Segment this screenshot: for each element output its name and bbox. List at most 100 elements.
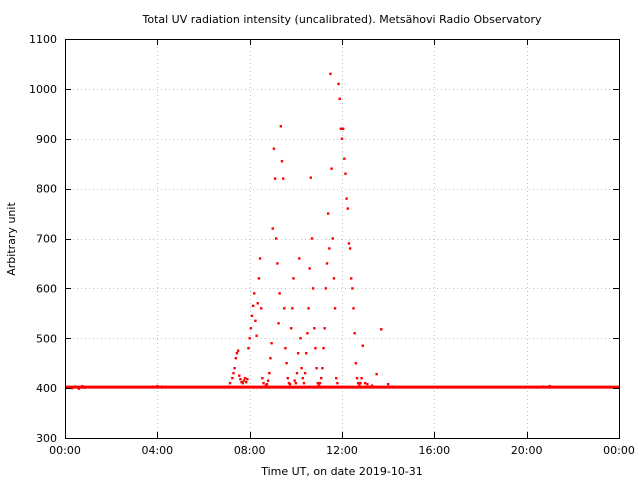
data-point <box>360 376 363 380</box>
data-point <box>232 371 235 375</box>
data-point <box>346 207 349 210</box>
data-point <box>151 385 154 388</box>
data-point <box>347 242 351 245</box>
data-point <box>296 352 300 355</box>
data-point <box>242 379 246 382</box>
data-point <box>266 379 270 382</box>
data-point <box>308 267 311 270</box>
data-point <box>249 327 253 330</box>
data-point <box>336 381 339 385</box>
data-point <box>313 327 316 330</box>
data-point <box>370 384 374 387</box>
y-tick-label: 500 <box>36 332 57 345</box>
data-point <box>275 237 278 240</box>
x-tick-label: 12:00 <box>326 444 358 457</box>
data-point <box>254 319 257 322</box>
data-point <box>352 307 355 310</box>
x-tick-label: 00:00 <box>603 444 635 457</box>
y-tick-label: 1000 <box>29 83 57 96</box>
data-point <box>280 159 284 163</box>
y-tick-labels: 300 400 500 600 700 800 900 1000 1100 <box>29 33 57 445</box>
y-tick-label: 600 <box>36 282 57 295</box>
data-point <box>329 72 332 76</box>
data-point <box>307 307 310 310</box>
data-point <box>324 287 328 290</box>
data-point <box>375 372 378 376</box>
data-point <box>303 371 307 375</box>
data-point <box>245 380 248 384</box>
data-point <box>277 322 280 325</box>
data-point <box>391 385 394 388</box>
data-point <box>293 379 296 382</box>
data-point <box>239 377 242 381</box>
data-point <box>295 371 299 375</box>
x-axis-label: Time UT, on date 2019-10-31 <box>260 465 423 478</box>
data-point <box>326 212 330 215</box>
data-point <box>260 307 263 310</box>
data-point <box>380 328 383 331</box>
data-point <box>339 127 343 130</box>
data-point <box>226 385 229 388</box>
y-tick-label: 700 <box>36 233 57 246</box>
data-point <box>340 137 344 140</box>
data-point <box>344 172 347 175</box>
data-point <box>270 342 273 345</box>
data-point <box>318 381 322 385</box>
data-point <box>322 347 325 350</box>
data-point <box>279 125 283 128</box>
data-point <box>353 332 356 335</box>
data-point <box>288 382 292 386</box>
data-point <box>309 176 313 179</box>
data-point <box>160 385 164 388</box>
data-point <box>354 361 358 365</box>
data-point <box>70 386 74 390</box>
data-point <box>283 307 286 310</box>
y-axis-label: Arbitrary unit <box>5 202 18 276</box>
data-point <box>348 247 352 250</box>
data-point <box>291 307 294 310</box>
data-point <box>548 384 551 388</box>
data-point <box>333 307 337 310</box>
data-point <box>338 97 341 101</box>
data-point <box>276 262 279 265</box>
data-point <box>272 147 276 150</box>
data-point <box>305 352 308 355</box>
data-points <box>70 72 551 390</box>
data-point <box>335 376 338 380</box>
data-point <box>337 82 340 86</box>
x-tick-label: 08:00 <box>234 444 266 457</box>
data-point <box>156 384 159 388</box>
data-point <box>262 381 265 385</box>
data-point <box>264 384 268 387</box>
data-point <box>74 385 77 388</box>
data-point <box>366 382 369 386</box>
data-point <box>269 357 272 360</box>
data-point <box>286 376 289 380</box>
data-point <box>228 381 232 385</box>
data-point <box>243 376 247 380</box>
chart-title: Total UV radiation intensity (uncalibrat… <box>142 13 542 26</box>
data-point <box>257 277 261 280</box>
data-point <box>332 277 336 280</box>
data-point <box>343 157 346 160</box>
data-point <box>341 127 345 130</box>
data-point <box>290 327 293 330</box>
data-point <box>359 381 362 385</box>
data-point <box>325 262 329 265</box>
data-point <box>300 366 303 370</box>
data-point <box>77 387 81 390</box>
data-point <box>284 347 287 350</box>
data-point <box>235 352 239 355</box>
x-tick-label: 04:00 <box>141 444 173 457</box>
data-point <box>231 376 234 380</box>
data-point <box>301 376 304 380</box>
data-point <box>321 366 324 370</box>
grid-lines <box>65 39 619 438</box>
data-point <box>241 381 244 385</box>
data-point <box>285 361 288 365</box>
y-tick-label: 800 <box>36 183 57 196</box>
data-point <box>83 386 86 389</box>
data-point <box>298 257 301 260</box>
axis-ticks <box>65 39 620 439</box>
